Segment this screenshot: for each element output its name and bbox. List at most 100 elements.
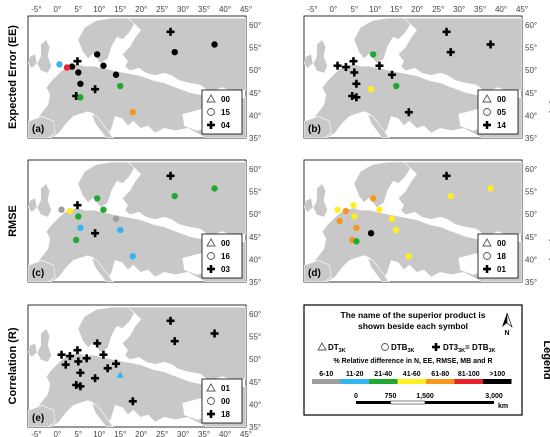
plus-icon <box>483 121 491 129</box>
station-marker <box>75 69 82 76</box>
station-marker <box>77 94 84 101</box>
product-dtb3k-label: DTB3K <box>391 343 415 354</box>
panel-ylabel: Expected Error (EE) <box>7 25 19 129</box>
symbol-count-legend: 00 18 01 <box>477 233 519 279</box>
class-label: >100 <box>489 371 505 378</box>
station-marker <box>103 364 112 373</box>
lat-tick-label: 45° <box>525 233 537 242</box>
lat-tick-label: 60° <box>249 21 261 30</box>
lon-tick-label: -5° <box>307 5 317 14</box>
lon-tick-label: 0° <box>54 5 62 14</box>
lon-tick-label: 10° <box>369 5 381 14</box>
lon-tick-label: 35° <box>198 430 210 437</box>
triangle-icon <box>206 383 216 392</box>
station-marker <box>76 368 85 377</box>
station-marker <box>352 93 361 102</box>
plus-icon <box>483 265 491 273</box>
scale-label: 0 <box>354 393 358 400</box>
lon-tick-label: 15° <box>114 430 126 437</box>
station-marker <box>166 27 175 36</box>
scale-unit: km <box>498 403 508 410</box>
map-panel-d: 60°55°50°45°40°35°Mean Bias (MB)(d)00180… <box>303 159 550 287</box>
class-label: 41-60 <box>403 371 421 378</box>
legend-count: 00 <box>221 95 230 104</box>
lon-tick-label: 30° <box>177 5 189 14</box>
legend-title-line2: shown beside each symbol <box>358 321 468 331</box>
map-panel-c: 60° 55° 50° 45° 40° 35° RMSE (c) 00 16 03 <box>7 159 261 287</box>
triangle-icon <box>206 238 216 247</box>
station-marker <box>75 213 82 220</box>
circle-icon <box>207 108 215 116</box>
station-marker <box>166 316 175 325</box>
station-marker <box>350 201 357 209</box>
station-marker <box>91 229 100 238</box>
station-marker <box>369 195 377 202</box>
station-marker <box>367 230 375 237</box>
lat-tick-label: 35° <box>249 134 261 143</box>
lat-tick-label: 60° <box>525 21 537 30</box>
station-marker <box>82 354 91 363</box>
lat-tick-label: 35° <box>249 278 261 287</box>
lat-tick-label: 60° <box>525 165 537 174</box>
pct-title: % Relative difference in N, EE, RMSE, MB… <box>333 358 492 365</box>
class-swatch <box>483 379 512 384</box>
triangle-icon <box>317 342 327 351</box>
station-marker <box>333 61 342 70</box>
legend-count: 00 <box>221 239 230 248</box>
lon-tick-label: -5° <box>31 430 41 437</box>
circle-icon <box>381 343 389 351</box>
station-marker <box>352 79 361 88</box>
scale-bar: 0 750 1,500 3,000 km <box>354 393 508 410</box>
station-marker <box>388 215 396 222</box>
lat-tick-label: 45° <box>249 233 261 242</box>
station-marker <box>341 63 350 72</box>
station-marker <box>166 171 175 180</box>
map-panel-e: -5° 0° 5° 10° 15° 20° 25° 30° 35° 40° 45° 60° 55° 50°… <box>7 304 261 437</box>
lon-tick-label: 45° <box>240 5 252 14</box>
symbol-count-legend: 00 05 14 <box>477 89 519 135</box>
lon-tick-label: 30° <box>453 5 465 14</box>
station-marker <box>72 91 81 100</box>
lat-tick-label: 45° <box>249 378 261 387</box>
lon-tick-label: 45° <box>240 430 252 437</box>
north-label: N <box>504 330 509 337</box>
class-label: 6-10 <box>319 371 333 378</box>
station-marker <box>210 329 219 338</box>
station-marker <box>99 350 108 359</box>
lon-tick-label: 40° <box>495 5 507 14</box>
lat-tick-label: 35° <box>525 278 537 287</box>
lat-tick-label: 40° <box>249 400 261 409</box>
class-swatch <box>454 379 483 384</box>
station-marker <box>93 195 101 202</box>
product-equal-label: DT33K= DTB3K <box>443 343 496 354</box>
scale-label: 1,500 <box>416 393 434 400</box>
plus-icon <box>207 410 215 418</box>
circle-icon <box>483 252 491 260</box>
circle-icon <box>207 397 215 405</box>
station-marker <box>117 82 124 90</box>
station-marker <box>63 64 71 71</box>
plus-icon <box>207 265 215 273</box>
lat-tick-label: 55° <box>525 188 537 197</box>
station-marker <box>211 41 218 48</box>
lat-tick-label: 55° <box>249 333 261 342</box>
station-marker <box>393 226 400 234</box>
triangle-icon <box>206 94 216 103</box>
panel-letter: (e) <box>32 413 44 424</box>
map-panel-b: -5° 0° 5° 10° 15° 20° 25° 30° 35° 40° 45° 60° 55° 50°… <box>303 5 550 143</box>
panel-letter: (a) <box>32 124 44 135</box>
legend-panel: The name of the superior product isshown… <box>303 304 550 416</box>
station-marker <box>447 192 454 200</box>
station-marker <box>129 253 137 260</box>
lat-tick-label: 50° <box>249 355 261 364</box>
legend-count: 18 <box>497 252 506 261</box>
symbol-count-legend: 01 00 18 <box>201 378 243 424</box>
station-marker <box>486 40 495 49</box>
station-marker <box>334 206 341 213</box>
lon-tick-label: 15° <box>390 5 402 14</box>
legend-title-line1: The name of the superior product is <box>341 310 486 320</box>
station-marker <box>349 57 358 66</box>
legend-count: 00 <box>497 239 506 248</box>
station-marker <box>404 108 413 117</box>
station-marker <box>336 217 343 225</box>
